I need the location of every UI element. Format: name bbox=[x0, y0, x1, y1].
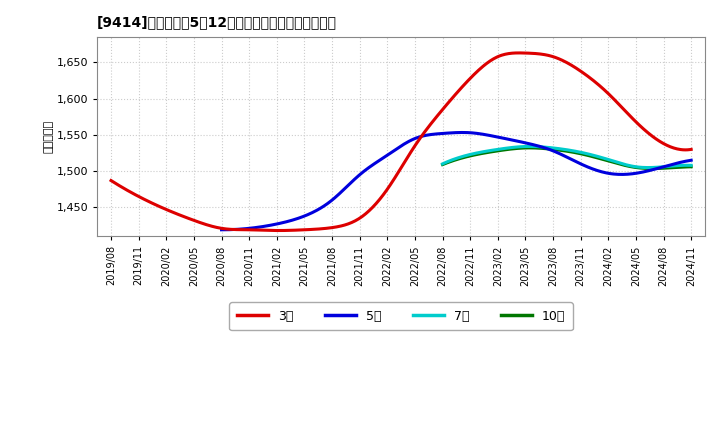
7年 bbox=[643, 165, 652, 170]
3年 bbox=[107, 178, 115, 183]
7年 bbox=[526, 144, 534, 149]
Line: 5年: 5年 bbox=[222, 132, 691, 230]
10年 bbox=[677, 165, 685, 170]
5年 bbox=[370, 161, 379, 166]
5年 bbox=[459, 130, 467, 135]
10年 bbox=[526, 145, 534, 150]
Text: [9414]　当期累紡5年12か月移動合計の平均値の推移: [9414] 当期累紡5年12か月移動合計の平均値の推移 bbox=[97, 15, 337, 29]
3年 bbox=[515, 50, 523, 55]
Y-axis label: （百万円）: （百万円） bbox=[44, 120, 54, 153]
3年 bbox=[675, 147, 684, 152]
Line: 10年: 10年 bbox=[443, 148, 691, 169]
5年 bbox=[557, 152, 566, 157]
5年 bbox=[687, 158, 696, 163]
Legend: 3年, 5年, 7年, 10年: 3年, 5年, 7年, 10年 bbox=[230, 302, 573, 330]
10年 bbox=[485, 150, 493, 155]
3年 bbox=[585, 74, 593, 80]
Line: 7年: 7年 bbox=[443, 147, 691, 168]
7年 bbox=[449, 157, 457, 162]
7年 bbox=[668, 163, 677, 169]
3年 bbox=[387, 181, 395, 186]
10年 bbox=[453, 157, 462, 162]
5年 bbox=[403, 139, 412, 145]
7年 bbox=[485, 148, 493, 154]
7年 bbox=[453, 155, 462, 161]
10年 bbox=[438, 162, 447, 167]
3年 bbox=[274, 228, 283, 233]
10年 bbox=[687, 164, 696, 169]
10年 bbox=[449, 158, 457, 164]
10年 bbox=[648, 166, 657, 171]
5年 bbox=[559, 153, 568, 158]
3年 bbox=[687, 147, 696, 152]
7年 bbox=[505, 145, 513, 150]
10年 bbox=[668, 165, 677, 170]
3年 bbox=[453, 89, 462, 95]
Line: 3年: 3年 bbox=[111, 53, 691, 231]
5年 bbox=[274, 221, 282, 226]
3年 bbox=[422, 127, 431, 132]
3年 bbox=[384, 186, 392, 191]
5年 bbox=[217, 227, 226, 232]
10年 bbox=[505, 147, 513, 152]
7年 bbox=[438, 161, 447, 166]
5年 bbox=[514, 139, 523, 144]
7年 bbox=[687, 163, 696, 168]
7年 bbox=[677, 163, 685, 168]
